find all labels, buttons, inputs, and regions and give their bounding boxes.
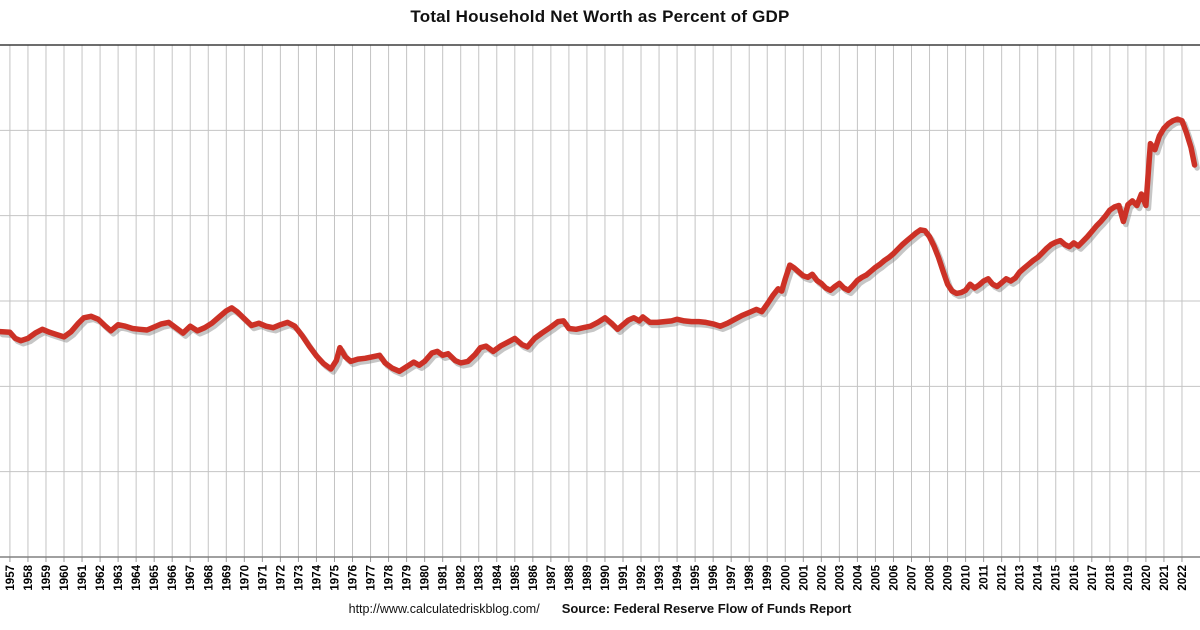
x-tick-label: 2000 [780, 565, 792, 591]
x-tick-label: 1968 [203, 564, 215, 590]
x-tick-label: 1998 [744, 564, 756, 590]
x-tick-label: 1959 [41, 565, 53, 591]
x-tick-label: 1992 [636, 565, 648, 591]
x-tick-label: 2004 [852, 564, 864, 590]
x-tick-label: 1995 [690, 564, 702, 590]
x-tick-label: 1982 [456, 565, 468, 591]
x-tick-label: 1987 [546, 565, 558, 591]
x-tick-label: 1974 [311, 564, 323, 590]
x-tick-label: 1965 [149, 564, 161, 590]
x-tick-label: 2003 [834, 565, 846, 591]
x-tick-label: 1989 [582, 565, 594, 591]
x-tick-label: 1999 [762, 565, 774, 591]
x-tick-label: 2007 [906, 565, 918, 591]
x-tick-label: 1964 [131, 564, 143, 590]
x-tick-label: 1979 [402, 565, 414, 591]
x-tick-label: 1994 [672, 564, 684, 590]
x-tick-label: 2010 [961, 565, 973, 591]
x-tick-label: 1969 [221, 565, 233, 591]
x-tick-label: 2022 [1177, 565, 1189, 591]
x-tick-label: 1988 [564, 564, 576, 590]
x-tick-label: 1976 [348, 565, 360, 591]
x-tick-label: 1960 [59, 565, 71, 591]
x-tick-label: 1978 [384, 564, 396, 590]
x-tick-label: 1981 [438, 564, 450, 590]
x-tick-label: 1993 [654, 565, 666, 591]
net-worth-line [0, 116, 1198, 375]
x-tick-label: 2018 [1105, 564, 1117, 590]
x-tick-label: 2002 [816, 565, 828, 591]
x-tick-label: 2016 [1069, 565, 1081, 591]
x-tick-label: 1963 [113, 565, 125, 591]
x-tick-label: 1996 [708, 565, 720, 591]
x-tick-label: 2015 [1051, 564, 1063, 590]
x-tick-label: 1997 [726, 565, 738, 591]
x-tick-label: 1957 [5, 565, 17, 591]
x-tick-label: 2012 [997, 565, 1009, 591]
x-tick-label: 1972 [275, 565, 287, 591]
x-tick-label: 2005 [870, 564, 882, 590]
x-tick-label: 1986 [528, 565, 540, 591]
x-tick-label: 1973 [293, 565, 305, 591]
footer-url: http://www.calculatedriskblog.com/ [348, 602, 540, 616]
x-tick-label: 2011 [979, 564, 991, 590]
x-tick-label: 1962 [95, 565, 107, 591]
x-tick-label: 2014 [1033, 564, 1045, 590]
x-tick-label: 1984 [492, 564, 504, 590]
x-tick-label: 1966 [167, 565, 179, 591]
x-tick-label: 1958 [23, 564, 35, 590]
x-tick-label: 1977 [366, 565, 378, 591]
x-tick-label: 2017 [1087, 565, 1099, 591]
x-tick-label: 1985 [510, 564, 522, 590]
x-tick-label: 1991 [618, 564, 630, 590]
x-tick-label: 2021 [1159, 564, 1171, 590]
x-tick-label: 1971 [257, 564, 269, 590]
x-tick-label: 2020 [1141, 565, 1153, 591]
x-tick-label: 2001 [798, 564, 810, 590]
x-tick-label: 1980 [420, 565, 432, 591]
x-tick-label: 2008 [925, 564, 937, 590]
x-tick-label: 1975 [329, 564, 341, 590]
x-tick-label: 2009 [943, 565, 955, 591]
footer-source: Source: Federal Reserve Flow of Funds Re… [561, 601, 852, 616]
chart-footer: http://www.calculatedriskblog.com/Source… [0, 600, 1200, 618]
x-tick-label: 1961 [77, 564, 89, 590]
x-tick-label: 1967 [185, 565, 197, 591]
x-tick-label: 2013 [1015, 565, 1027, 591]
x-tick-label: 1990 [600, 565, 612, 591]
net-worth-line-shadow [0, 119, 1200, 378]
x-tick-label: 1970 [239, 565, 251, 591]
x-tick-label: 1983 [474, 565, 486, 591]
x-tick-label: 2019 [1123, 565, 1135, 591]
x-tick-label: 2006 [888, 565, 900, 591]
chart-title: Total Household Net Worth as Percent of … [410, 7, 790, 26]
